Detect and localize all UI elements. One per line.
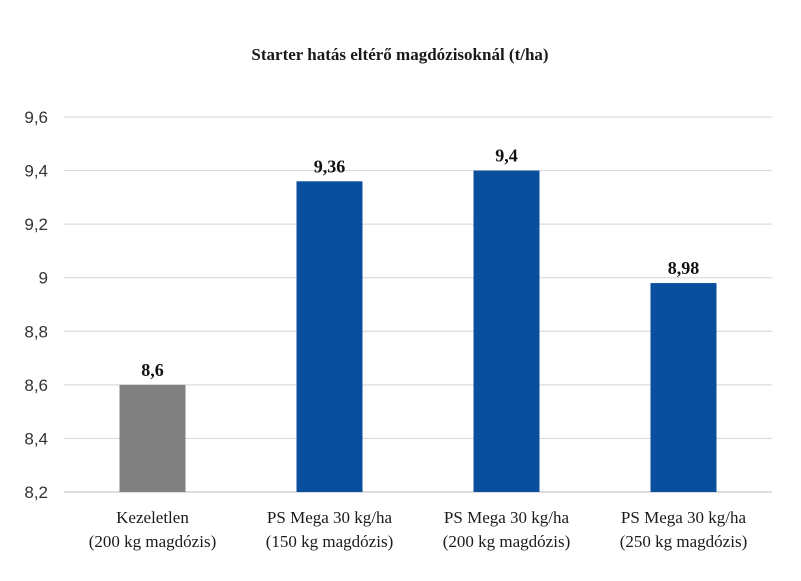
data-label: 9,36 <box>314 156 346 176</box>
x-category-label: Kezeletlen <box>116 508 189 527</box>
y-tick-label: 8,2 <box>24 483 48 502</box>
bar <box>650 283 717 492</box>
x-category-label: PS Mega 30 kg/ha <box>621 508 747 527</box>
y-tick-label: 9,4 <box>24 162 48 181</box>
y-tick-label: 9,6 <box>24 108 48 127</box>
bar <box>119 384 186 492</box>
y-tick-label: 8,4 <box>24 429 48 448</box>
y-tick-label: 8,6 <box>24 376 48 395</box>
chart-title: Starter hatás eltérő magdózisoknál (t/ha… <box>251 45 548 64</box>
x-category-label: (200 kg magdózis) <box>443 532 570 551</box>
x-category-label: PS Mega 30 kg/ha <box>444 508 570 527</box>
x-category-label: (150 kg magdózis) <box>266 532 393 551</box>
data-labels: 8,6 9,36 9,4 8,98 <box>141 146 699 380</box>
data-label: 8,6 <box>141 360 164 380</box>
bar <box>473 170 540 493</box>
x-category-label: PS Mega 30 kg/ha <box>267 508 393 527</box>
bars <box>119 170 717 493</box>
y-tick-label: 9 <box>39 269 48 288</box>
data-label: 8,98 <box>668 258 700 278</box>
data-label: 9,4 <box>495 146 518 166</box>
x-category-label: (200 kg magdózis) <box>89 532 216 551</box>
x-category-label: (250 kg magdózis) <box>620 532 747 551</box>
y-axis-ticks: 8,2 8,4 8,6 8,8 9 9,2 9,4 9,6 <box>24 108 48 502</box>
y-tick-label: 8,8 <box>24 322 48 341</box>
bar <box>296 181 363 493</box>
x-axis-labels: Kezeletlen (200 kg magdózis) PS Mega 30 kg… <box>89 508 747 551</box>
y-tick-label: 9,2 <box>24 215 48 234</box>
